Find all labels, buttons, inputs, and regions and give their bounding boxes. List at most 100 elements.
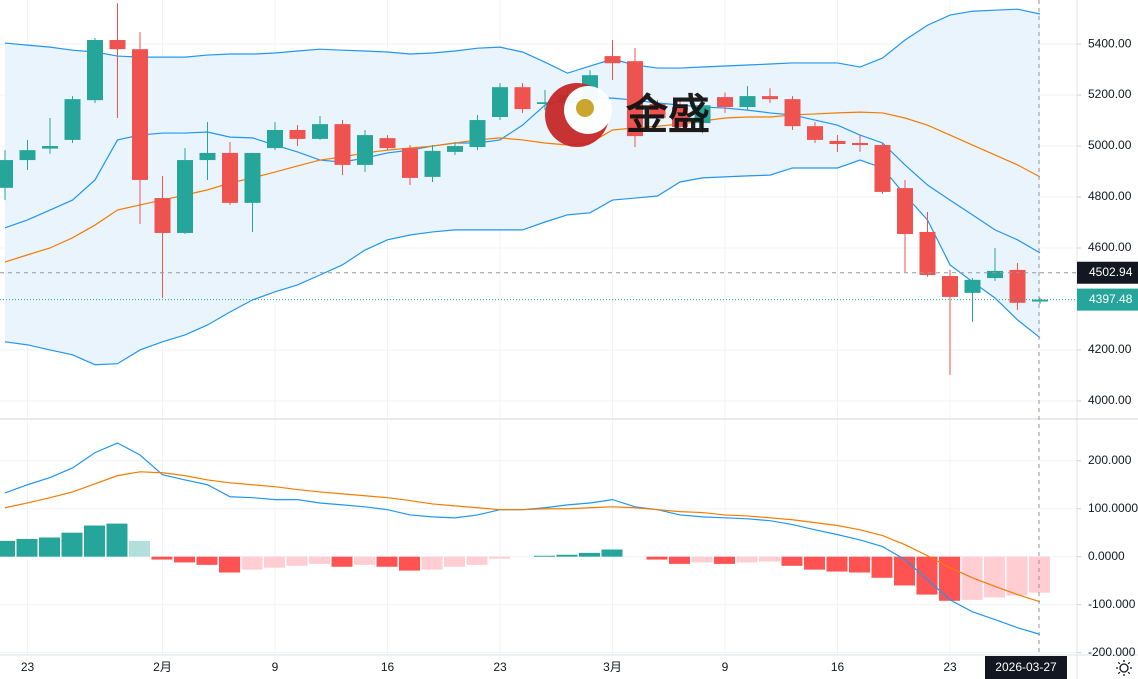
histogram-bar <box>961 556 983 600</box>
candle-body <box>132 49 148 180</box>
histogram-bar <box>331 556 353 567</box>
histogram-bar <box>376 556 398 567</box>
histogram-bar <box>894 556 915 586</box>
candle-body <box>379 138 396 149</box>
histogram-bar <box>939 556 960 601</box>
candle-body <box>852 142 868 146</box>
candle-body <box>987 270 1003 279</box>
x-tick-label: 23 <box>943 660 957 674</box>
watermark: 金盛 <box>625 91 710 138</box>
candle-body <box>492 87 508 117</box>
y-tick-label: 200.000 <box>1088 453 1132 467</box>
candle-body <box>964 279 981 293</box>
candle-body <box>897 188 913 234</box>
candle-body <box>357 135 373 165</box>
candle-body <box>42 146 58 149</box>
x-tick-label: 3月 <box>603 660 622 674</box>
y-tick-label: 4200.00 <box>1088 342 1132 356</box>
histogram-bar <box>399 556 420 571</box>
histogram-bar <box>1029 556 1050 593</box>
candle-body <box>942 276 958 297</box>
histogram-bar <box>556 554 578 557</box>
histogram-bar <box>129 540 150 557</box>
logo: 金盛 <box>545 83 710 147</box>
histogram-bar <box>804 556 825 570</box>
histogram-bar <box>849 556 870 573</box>
histogram-bar <box>286 556 308 566</box>
candle-body <box>154 198 171 233</box>
histogram-bar <box>759 556 780 562</box>
y-tick-label: -100.000 <box>1088 597 1136 611</box>
histogram-bar <box>691 556 713 563</box>
histogram-bar <box>39 537 60 557</box>
histogram-bar <box>241 556 263 570</box>
y-tick-label: 5400.00 <box>1088 36 1132 50</box>
x-tick-label: 9 <box>272 660 279 674</box>
label-layer: 23 2月 9 16 23 3月 9 16 23 4000.00 4200.00 4600.00 480… <box>21 36 1138 679</box>
histogram-bar <box>601 549 623 557</box>
histogram-bar <box>84 525 105 557</box>
histogram-bar <box>466 556 488 565</box>
candle-body <box>649 103 666 119</box>
histogram-bar <box>16 538 38 557</box>
y-tick-label: -200.000 <box>1088 645 1136 659</box>
candle-body <box>199 152 216 161</box>
histogram-bar <box>61 532 83 557</box>
histogram-bar <box>534 555 555 557</box>
y-tick-label: 5000.00 <box>1088 138 1132 152</box>
x-tick-label: 16 <box>381 660 395 674</box>
histogram-bar <box>219 556 240 573</box>
histogram-bar <box>151 556 173 560</box>
band-fill <box>5 9 1040 365</box>
candle-body <box>244 152 261 203</box>
candle-body <box>514 87 531 110</box>
histogram-bar <box>444 556 465 567</box>
indicator-line <box>4 8 1041 74</box>
histogram-bar <box>1006 556 1028 596</box>
histogram-bar <box>984 556 1005 598</box>
candle-body <box>784 99 801 127</box>
candle-body <box>109 40 126 50</box>
candle-body <box>222 152 238 203</box>
candle-body <box>64 99 81 140</box>
candle-body <box>694 105 711 124</box>
indicator-line <box>4 97 1041 254</box>
candle-body <box>87 40 103 101</box>
x-tick-label: 23 <box>493 660 507 674</box>
candle-body <box>1032 299 1048 302</box>
x-tick-label: 9 <box>722 660 729 674</box>
candle-body <box>0 160 13 188</box>
settings-icon-spokes <box>1116 660 1132 676</box>
histogram-bar <box>0 540 15 557</box>
indicator-line <box>4 159 1041 366</box>
candle-body <box>807 126 823 140</box>
candle-body <box>537 102 553 104</box>
crosshair-price-box <box>1077 261 1138 284</box>
histogram-bar <box>309 556 330 564</box>
candle-body <box>717 97 733 108</box>
macd-line <box>4 471 1041 603</box>
logo-ball <box>576 99 594 117</box>
crosshair-date-label: 2026-03-27 <box>995 660 1057 674</box>
candle-body <box>469 120 486 148</box>
candle-body <box>312 124 328 139</box>
histogram-bar <box>736 556 758 563</box>
plot-layer <box>0 3 1077 635</box>
settings-icon-hub <box>1119 663 1129 673</box>
y-tick-label: 4600.00 <box>1088 240 1132 254</box>
histogram-bar <box>669 556 690 564</box>
last-price-box <box>1077 288 1138 311</box>
y-tick-label: 5200.00 <box>1088 87 1132 101</box>
candle-body <box>267 129 283 149</box>
y-tick-label: 100.0000 <box>1088 501 1138 515</box>
x-tick-label: 16 <box>831 660 845 674</box>
histogram-bar <box>826 556 848 572</box>
histogram-bar <box>196 556 218 565</box>
last-price-label: 4397.48 <box>1089 292 1133 306</box>
candle-body <box>424 150 441 177</box>
crosshair-date-box <box>985 656 1067 679</box>
candle-body <box>334 124 351 165</box>
settings-icon[interactable] <box>1116 660 1132 676</box>
